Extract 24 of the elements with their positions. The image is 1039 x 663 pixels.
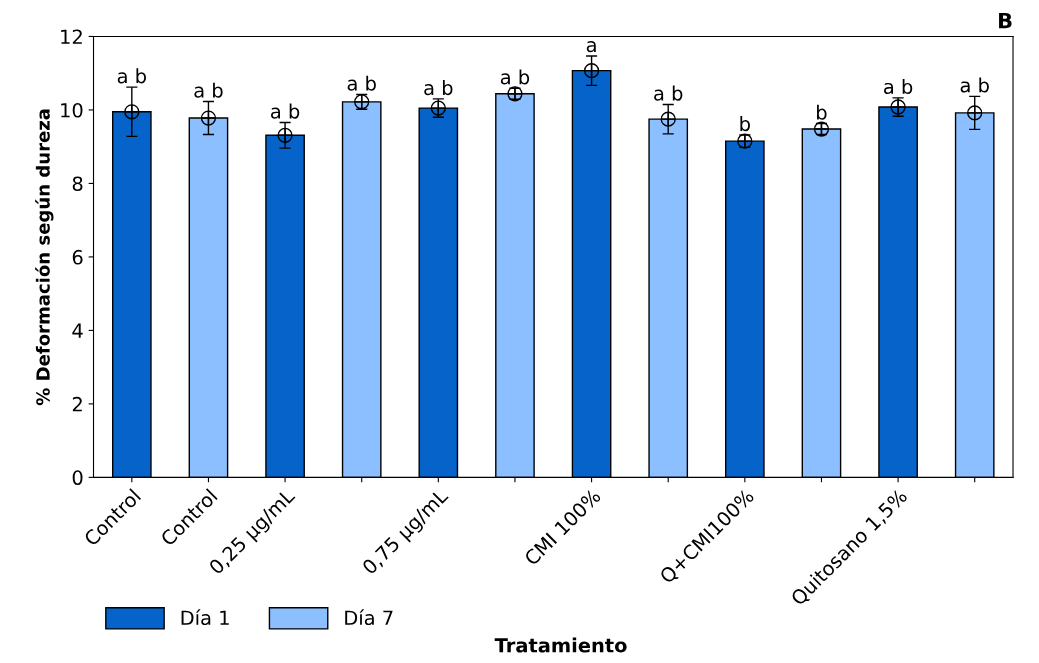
legend-label: Día 1 [181,609,229,626]
annotation: a b [654,85,683,101]
annotation: a b [960,77,989,93]
y-tick-label: 4 [72,323,83,338]
annotation: a b [500,69,530,85]
annotation: a b [271,103,300,119]
legend-label: Día 7 [345,609,393,626]
annotation: a b [884,79,913,95]
y-tick-label: 2 [72,396,82,412]
chart-title: B [999,12,1012,29]
y-tick-label: 10 [61,102,83,118]
annotation: a b [194,82,223,98]
annotation: b [740,116,750,132]
annotation: a b [117,68,146,84]
annotation: a b [347,75,376,91]
y-tick-label: 8 [72,176,83,192]
annotation: a [586,41,596,53]
y-tick-label: 0 [72,470,83,486]
y-tick-label: 6 [72,249,83,265]
annotation: a b [424,80,453,96]
annotation: b [817,104,827,120]
x-axis-title: Tratamiento [494,637,627,653]
y-axis-title: % Deformación según dureza [35,109,54,406]
y-tick-label: 12 [61,29,82,44]
